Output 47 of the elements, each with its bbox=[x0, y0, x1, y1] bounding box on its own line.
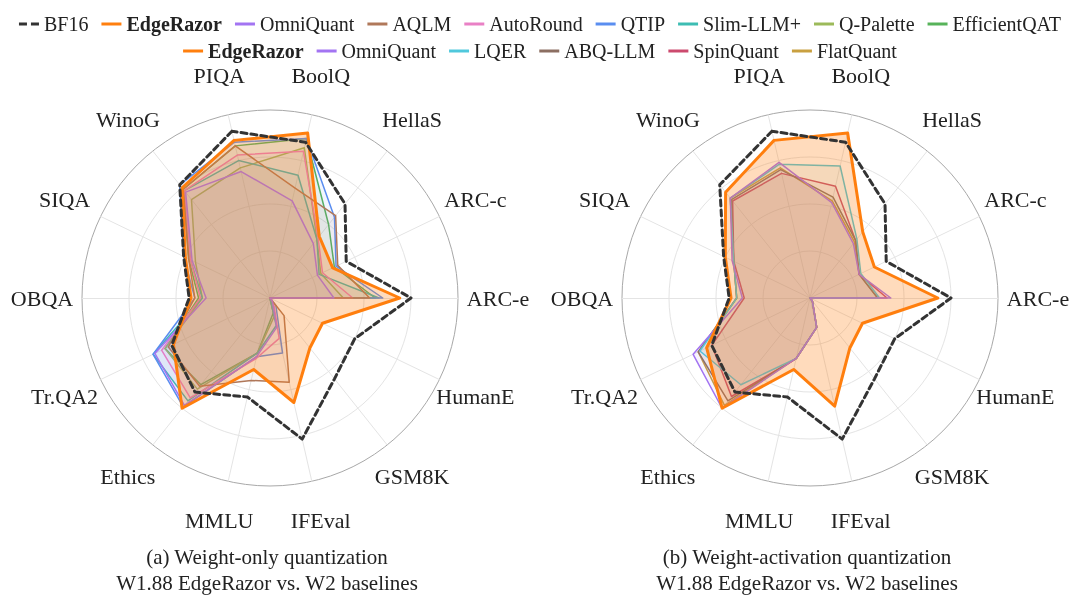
legend-label: QTIP bbox=[620, 13, 666, 35]
legend-label: Slim-LLM+ bbox=[703, 13, 802, 35]
spoke-label: ARC-c bbox=[444, 186, 507, 212]
spoke-label: Ethics bbox=[100, 463, 156, 489]
spoke-label: PIQA bbox=[733, 63, 786, 89]
spoke-label: WinoG bbox=[635, 107, 700, 133]
spoke-label: MMLU bbox=[185, 507, 254, 533]
legend-label: OmniQuant bbox=[259, 13, 355, 35]
legend-label: EfficientQAT bbox=[952, 13, 1062, 35]
spoke-label: Tr.QA2 bbox=[31, 384, 99, 410]
legend-label: BF16 bbox=[43, 13, 89, 35]
spoke-label: SIQA bbox=[38, 186, 91, 212]
legend-label: AutoRound bbox=[489, 13, 583, 35]
spoke-label: HellaS bbox=[922, 107, 983, 133]
spoke-label: SIQA bbox=[578, 186, 631, 212]
text: (b) Weight-activation quantization bbox=[662, 544, 952, 569]
text: W1.88 EdgeRazor vs. W2 baselines bbox=[116, 570, 418, 595]
spoke-label: GSM8K bbox=[914, 463, 990, 489]
spoke-label: Tr.QA2 bbox=[571, 384, 639, 410]
spoke-label: GSM8K bbox=[374, 463, 450, 489]
spoke-label: BoolQ bbox=[291, 63, 351, 89]
legend-label: ABQ-LLM bbox=[564, 40, 656, 62]
spoke-label: ARC-e bbox=[1006, 285, 1070, 311]
spoke-label: HumanE bbox=[976, 384, 1055, 410]
spoke-label: IFEval bbox=[830, 507, 891, 533]
spoke-label: WinoG bbox=[95, 107, 160, 133]
spoke-label: OBQA bbox=[550, 285, 614, 311]
text: W1.88 EdgeRazor vs. W2 baselines bbox=[656, 570, 958, 595]
spoke-label: ARC-c bbox=[984, 186, 1047, 212]
spoke-label: Ethics bbox=[640, 463, 696, 489]
legend-label: Q-Palette bbox=[839, 13, 915, 35]
spoke-label: BoolQ bbox=[831, 63, 891, 89]
legend-label: LQER bbox=[474, 40, 527, 62]
legend-label: FlatQuant bbox=[816, 40, 898, 62]
text: (a) Weight-only quantization bbox=[146, 544, 389, 569]
spoke-label: HellaS bbox=[382, 107, 443, 133]
spoke-label: HumanE bbox=[436, 384, 515, 410]
spoke-label: OBQA bbox=[10, 285, 74, 311]
legend-label: EdgeRazor bbox=[126, 13, 223, 36]
spoke-label: IFEval bbox=[290, 507, 351, 533]
legend-label: EdgeRazor bbox=[208, 40, 304, 63]
legend-label: AQLM bbox=[392, 13, 452, 35]
spoke-label: MMLU bbox=[725, 507, 794, 533]
legend-label: OmniQuant bbox=[341, 40, 437, 62]
spoke-label: PIQA bbox=[193, 63, 246, 89]
legend-label: SpinQuant bbox=[693, 40, 780, 63]
spoke-label: ARC-e bbox=[466, 285, 530, 311]
